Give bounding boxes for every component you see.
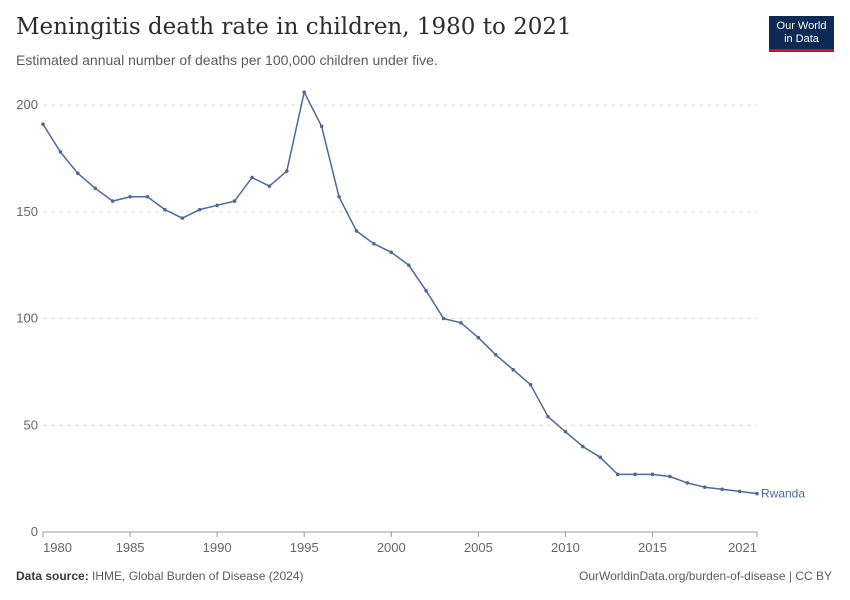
data-point[interactable] (563, 429, 568, 434)
data-point[interactable] (493, 352, 498, 357)
data-point[interactable] (615, 472, 620, 477)
grid-lines (43, 104, 757, 426)
data-point[interactable] (668, 474, 672, 479)
data-point[interactable] (180, 216, 185, 220)
x-tick-label: 2005 (464, 540, 493, 555)
data-point[interactable] (76, 171, 80, 176)
data-point[interactable] (424, 288, 428, 293)
data-point[interactable] (93, 186, 98, 191)
data-point[interactable] (581, 444, 585, 449)
series-layer: Rwanda (41, 90, 805, 501)
chart-title: Meningitis death rate in children, 1980 … (16, 14, 572, 40)
data-point[interactable] (302, 90, 307, 94)
data-point[interactable] (702, 485, 707, 489)
owid-logo[interactable]: Our World in Data (769, 16, 834, 52)
logo-line-2: in Data (784, 33, 819, 45)
logo-line-1: Our World (776, 20, 827, 32)
data-source: Data source: IHME, Global Burden of Dise… (16, 569, 303, 583)
data-point[interactable] (41, 122, 45, 127)
data-point[interactable] (737, 489, 742, 494)
y-tick-label: 200 (16, 97, 38, 112)
x-tick-label: 2021 (728, 540, 757, 555)
data-point[interactable] (163, 207, 167, 212)
data-point[interactable] (633, 472, 637, 477)
axes: 0 50 100 150 200 1980 1985 1990 1995 2000 2005 2010… (16, 97, 758, 555)
y-tick-label: 50 (24, 417, 38, 432)
data-point[interactable] (319, 124, 324, 129)
source-link[interactable]: OurWorldinData.org/burden-of-disease | C… (578, 569, 832, 583)
data-point[interactable] (476, 335, 481, 340)
y-tick-label: 100 (16, 311, 38, 326)
data-point[interactable] (528, 382, 533, 387)
y-tick-label: 150 (16, 204, 38, 219)
data-point[interactable] (354, 229, 359, 233)
x-tick-label: 1990 (203, 540, 232, 555)
data-source-label: Data source: (16, 569, 89, 583)
data-point[interactable] (58, 150, 63, 154)
data-point[interactable] (511, 367, 515, 372)
data-point[interactable] (720, 487, 724, 492)
data-point[interactable] (650, 472, 655, 477)
data-point[interactable] (215, 203, 219, 208)
data-point[interactable] (145, 195, 150, 199)
data-point[interactable] (546, 414, 550, 419)
x-tick-label: 2010 (551, 540, 580, 555)
x-tick-label: 1985 (116, 540, 145, 555)
data-point[interactable] (389, 250, 394, 255)
data-point[interactable] (441, 316, 446, 321)
data-point[interactable] (406, 263, 411, 267)
data-point[interactable] (598, 455, 603, 460)
x-tick-label: 2015 (638, 540, 667, 555)
series-line-rwanda[interactable] (42, 91, 758, 495)
data-point[interactable] (232, 199, 237, 203)
data-point[interactable] (285, 169, 289, 173)
data-point[interactable] (459, 320, 463, 325)
data-point[interactable] (372, 241, 376, 246)
data-source-text: IHME, Global Burden of Disease (2024) (92, 569, 304, 583)
data-point[interactable] (128, 195, 132, 199)
data-point[interactable] (685, 481, 690, 485)
chart-subtitle: Estimated annual number of deaths per 10… (16, 52, 438, 68)
data-point[interactable] (337, 195, 341, 199)
x-tick-label: 1980 (43, 540, 72, 555)
x-tick-label: 1995 (290, 540, 319, 555)
data-point[interactable] (267, 184, 272, 188)
data-point[interactable] (110, 199, 115, 203)
y-tick-label: 0 (31, 524, 38, 539)
data-point[interactable] (197, 207, 202, 212)
data-point[interactable] (250, 175, 254, 180)
x-tick-label: 2000 (377, 540, 406, 555)
series-label-rwanda: Rwanda (761, 487, 805, 501)
data-point[interactable] (755, 491, 759, 496)
